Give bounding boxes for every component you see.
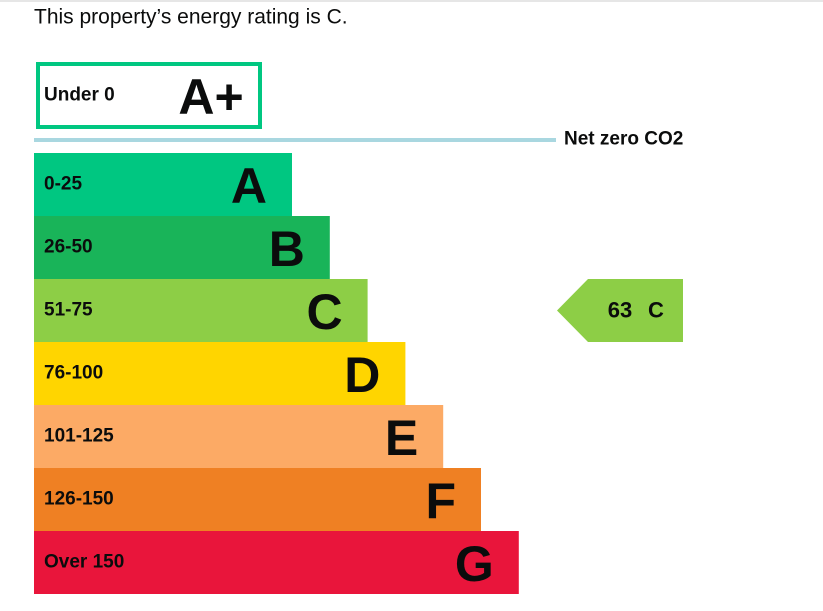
net-zero-label: Net zero CO2 [564, 129, 683, 150]
band-range: 26-50 [44, 237, 93, 258]
band-bar [34, 216, 330, 279]
band-bar [34, 279, 368, 342]
a-plus-range: Under 0 [44, 85, 115, 106]
band-letter: B [269, 221, 305, 277]
band-range: 0-25 [44, 174, 82, 195]
current-letter: C [648, 298, 664, 323]
band-bar [34, 531, 519, 594]
band-bar [34, 342, 406, 405]
current-arrow [557, 279, 683, 342]
band-range: 101-125 [44, 426, 114, 447]
a-plus-letter: A+ [178, 69, 243, 125]
band-letter: E [385, 410, 418, 466]
band-letter: F [425, 473, 456, 529]
band-range: 126-150 [44, 489, 114, 510]
band-range: 51-75 [44, 300, 93, 321]
band-letter: C [306, 284, 342, 340]
heading: This property’s energy rating is C. [34, 6, 348, 29]
band-letter: D [344, 347, 380, 403]
band-letter: A [231, 158, 267, 214]
current-score: 63 [608, 298, 632, 323]
band-bar [34, 153, 292, 216]
band-letter: G [455, 536, 494, 592]
band-bar [34, 405, 444, 468]
a-plus-box [36, 62, 262, 129]
band-range: 76-100 [44, 363, 103, 384]
band-range: Over 150 [44, 552, 124, 573]
band-bar [34, 468, 481, 531]
